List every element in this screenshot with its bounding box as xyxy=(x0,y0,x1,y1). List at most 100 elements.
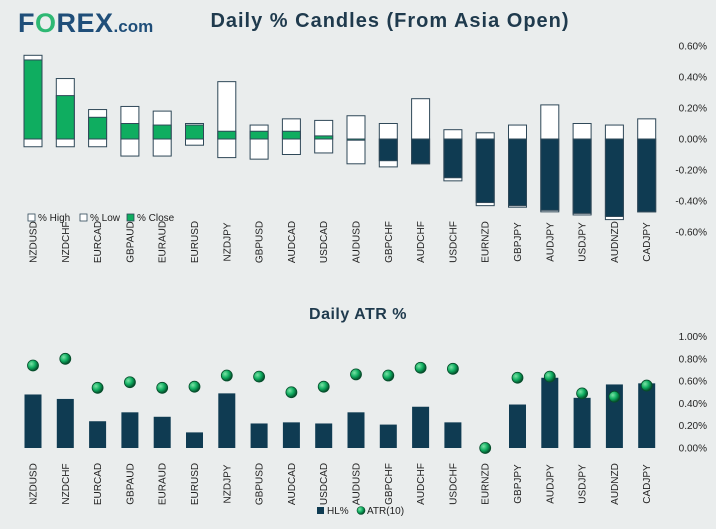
atr-dot-audcad xyxy=(285,386,298,399)
atr-dot-gbpaud xyxy=(123,376,136,389)
candle-range-nzdjpy xyxy=(217,81,237,159)
candles-x-label-gbpaud: GBPAUD xyxy=(125,221,136,263)
candles-x-label-usdcad: USDCAD xyxy=(319,221,330,263)
atr-bar-gbpusd xyxy=(250,423,268,448)
atr-x-label-gbpchf: GBPCHF xyxy=(384,463,395,505)
atr-bar-gbpchf xyxy=(379,424,397,448)
atr-x-label-audcad: AUDCAD xyxy=(287,463,298,505)
candles-x-label-audnzd: AUDNZD xyxy=(610,221,621,263)
candle-close-audcad xyxy=(281,130,301,140)
candle-close-euraud xyxy=(152,124,172,140)
candle-close-gbpusd xyxy=(249,130,269,140)
atr-bar-audcad xyxy=(282,422,300,448)
candles-y-tick: 0.40% xyxy=(679,73,707,84)
candle-close-eurcad xyxy=(88,116,108,140)
atr-bar-cadjpy xyxy=(638,383,656,448)
candles-x-label-cadjpy: CADJPY xyxy=(642,222,653,262)
candle-close-eurusd xyxy=(185,124,204,140)
atr-dot-audnzd xyxy=(608,390,621,403)
atr-bar-euraud xyxy=(153,416,171,448)
atr-dot-eurnzd xyxy=(479,442,492,454)
candle-range-gbpusd xyxy=(249,124,269,160)
candles-chart-title: Daily % Candles (From Asia Open) xyxy=(210,10,570,32)
atr-bar-usdjpy xyxy=(573,397,591,448)
atr-chart-title: Daily ATR % xyxy=(309,306,407,323)
atr-dot-gbpjpy xyxy=(511,371,524,384)
atr-dot-nzdusd xyxy=(27,359,39,372)
atr-x-label-euraud: EURAUD xyxy=(158,463,169,505)
candles-x-label-eurcad: EURCAD xyxy=(93,221,104,263)
atr-bar-gbpaud xyxy=(121,412,139,448)
atr-bar-audjpy xyxy=(541,377,559,448)
candles-x-label-audcad: AUDCAD xyxy=(287,221,298,263)
candles-x-label-usdchf: USDCHF xyxy=(448,221,459,263)
candle-close-gbpaud xyxy=(120,123,140,140)
candles-legend-label: % Close xyxy=(137,213,175,224)
atr-x-label-gbpjpy: GBPJPY xyxy=(513,464,524,504)
atr-x-label-usdcad: USDCAD xyxy=(319,463,330,505)
atr-x-label-audchf: AUDCHF xyxy=(416,463,427,505)
atr-x-label-usdjpy: USDJPY xyxy=(578,464,589,504)
atr-x-label-audnzd: AUDNZD xyxy=(610,463,621,505)
atr-x-label-gbpusd: GBPUSD xyxy=(255,463,266,505)
atr-dot-audjpy xyxy=(543,370,556,383)
atr-x-label-nzdusd: NZDUSD xyxy=(29,463,40,505)
candle-close-usdchf xyxy=(443,138,463,179)
forex-logo: FOREX.com xyxy=(18,8,153,39)
atr-y-tick: 0.00% xyxy=(679,444,707,455)
atr-x-label-audjpy: AUDJPY xyxy=(545,464,556,504)
atr-x-label-nzdjpy: NZDJPY xyxy=(222,464,233,503)
candles-x-label-eurusd: EURUSD xyxy=(190,221,201,263)
atr-dot-eurcad xyxy=(91,381,104,394)
atr-legend-swatch-hl xyxy=(317,507,324,514)
candle-close-audjpy xyxy=(540,138,560,211)
logo-letters-rex: REX xyxy=(56,8,114,38)
candles-x-label-nzdchf: NZDCHF xyxy=(61,221,72,262)
candles-y-tick: 0.20% xyxy=(679,104,707,115)
candles-x-label-audusd: AUDUSD xyxy=(352,221,363,263)
atr-x-label-eurusd: EURUSD xyxy=(190,463,201,505)
candle-close-usdcad xyxy=(314,135,334,140)
candle-close-eurnzd xyxy=(475,138,495,204)
atr-y-tick: 1.00% xyxy=(679,332,707,343)
candles-y-tick: 0.00% xyxy=(679,135,707,146)
atr-dot-usdcad xyxy=(317,380,330,393)
candle-close-audnzd xyxy=(604,138,624,217)
atr-dot-audusd xyxy=(350,368,362,381)
candles-y-tick: -0.40% xyxy=(675,197,707,208)
candle-close-gbpchf xyxy=(378,138,398,162)
atr-x-label-usdchf: USDCHF xyxy=(448,463,459,505)
atr-bar-usdchf xyxy=(444,422,462,448)
candles-legend-swatch xyxy=(126,213,135,222)
atr-dot-audchf xyxy=(414,361,427,374)
atr-bar-eurcad xyxy=(89,421,107,448)
atr-bar-nzdjpy xyxy=(218,393,236,448)
candles-x-label-nzdjpy: NZDJPY xyxy=(222,222,233,261)
atr-bar-usdcad xyxy=(315,423,333,448)
logo-domain: .com xyxy=(113,17,154,36)
candles-x-label-gbpusd: GBPUSD xyxy=(255,221,266,263)
atr-bar-nzdchf xyxy=(56,398,74,448)
candles-x-label-gbpjpy: GBPJPY xyxy=(513,222,524,262)
candles-y-tick: -0.60% xyxy=(675,228,707,239)
logo-letter-o: O xyxy=(35,8,57,38)
candle-close-audusd xyxy=(346,138,366,141)
atr-dot-nzdchf xyxy=(59,352,72,365)
candle-close-nzdchf xyxy=(55,95,75,140)
atr-dot-cadjpy xyxy=(640,379,653,392)
candles-x-label-usdjpy: USDJPY xyxy=(578,222,589,262)
atr-dot-usdjpy xyxy=(576,387,588,400)
atr-bar-audusd xyxy=(347,412,365,448)
candle-close-audchf xyxy=(411,138,431,165)
atr-legend-swatch-atr xyxy=(356,506,366,515)
atr-bar-gbpjpy xyxy=(509,404,526,448)
atr-x-label-cadjpy: CADJPY xyxy=(642,464,653,504)
atr-bar-audchf xyxy=(412,406,430,448)
atr-bar-eurusd xyxy=(186,432,203,448)
atr-y-tick: 0.20% xyxy=(679,421,707,432)
candle-close-usdjpy xyxy=(572,138,592,214)
candles-x-label-audjpy: AUDJPY xyxy=(545,222,556,262)
atr-dot-euraud xyxy=(156,381,169,394)
candle-close-nzdusd xyxy=(23,59,43,140)
